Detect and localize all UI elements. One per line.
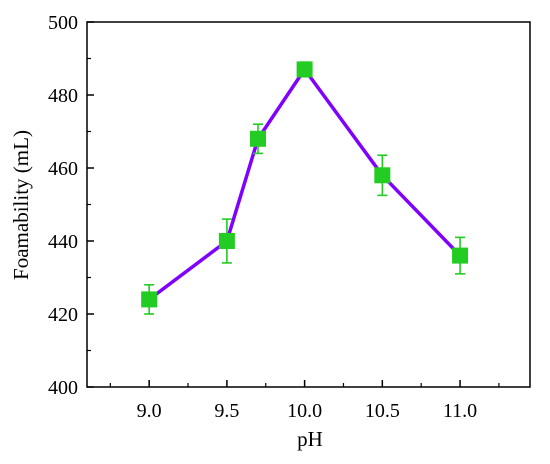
x-tick-label: 9.0	[137, 400, 162, 422]
data-point	[249, 130, 266, 147]
series-layer	[141, 61, 469, 315]
y-tick-label: 440	[48, 231, 78, 253]
series-line	[148, 67, 462, 301]
data-point	[141, 291, 158, 308]
x-tick-label: 9.5	[214, 400, 239, 422]
data-point	[452, 247, 469, 264]
y-axis-ticks: 400 420 440 460 480 500	[48, 12, 94, 399]
x-axis-title: pH	[297, 427, 323, 451]
y-tick-label: 480	[48, 85, 78, 107]
x-tick-label: 11.0	[443, 400, 477, 422]
data-point	[296, 61, 313, 78]
data-point	[374, 167, 391, 184]
x-tick-label: 10.0	[287, 400, 322, 422]
x-axis-ticks: 9.0 9.5 10.0 10.5 11.0	[109, 380, 500, 422]
y-axis-title: Foamability (mL)	[9, 130, 33, 280]
x-tick-label: 10.5	[365, 400, 400, 422]
y-tick-label: 500	[48, 12, 78, 34]
y-tick-label: 460	[48, 158, 78, 180]
y-tick-label: 420	[48, 304, 78, 326]
y-tick-label: 400	[48, 377, 78, 399]
data-point	[218, 233, 235, 249]
